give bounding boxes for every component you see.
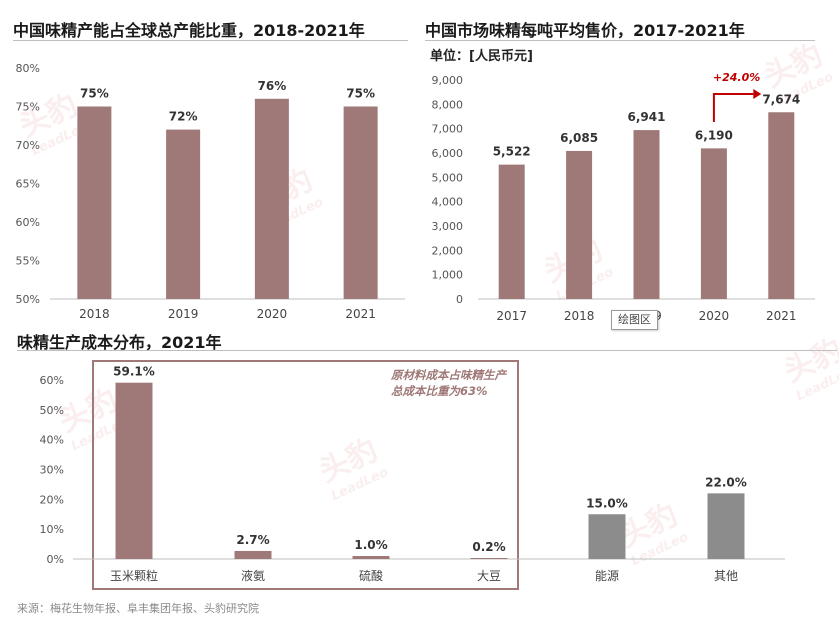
y-tick-label: 60%: [40, 374, 64, 387]
y-tick-label: 1,000: [432, 269, 464, 282]
y-tick-label: 80%: [16, 62, 40, 75]
source-note: 来源：梅花生物年报、阜丰集团年报、头豹研究院: [17, 602, 259, 615]
chart-title-capacity-share: 中国味精产能占全球总产能比重，2018-2021年: [13, 21, 365, 40]
bar: [77, 106, 112, 299]
y-tick-label: 3,000: [432, 220, 464, 233]
title-rule: [13, 40, 408, 41]
bar: [707, 493, 745, 559]
bar: [498, 164, 525, 299]
y-tick-label: 8,000: [432, 98, 464, 111]
y-tick-label: 50%: [40, 404, 64, 417]
data-label: 1.0%: [354, 538, 387, 552]
x-tick-label: 2019: [168, 307, 199, 321]
y-tick-label: 30%: [40, 464, 64, 477]
data-label: 76%: [258, 79, 287, 93]
title-rule: [425, 40, 815, 41]
x-tick-label: 能源: [595, 569, 619, 583]
data-label: 72%: [169, 110, 198, 124]
bar: [166, 129, 201, 299]
growth-annotation: +24.0%: [713, 71, 760, 84]
raw-material-callout: 原材料成本占味精生产总成本比重为63%: [391, 368, 506, 398]
growth-arrow-line: [712, 93, 754, 122]
bar: [588, 514, 626, 559]
x-tick-label: 玉米颗粒: [110, 568, 158, 583]
bar: [566, 150, 593, 299]
data-label: 15.0%: [586, 496, 628, 510]
x-tick-label: 2017: [496, 309, 527, 323]
x-tick-label: 2018: [564, 309, 595, 323]
y-tick-label: 40%: [40, 434, 64, 447]
x-tick-label: 2021: [766, 309, 797, 323]
x-tick-label: 2018: [79, 307, 110, 321]
x-tick-label: 2021: [345, 307, 376, 321]
plot-area-tooltip: 绘图区: [611, 310, 658, 330]
x-tick-label: 2020: [257, 307, 288, 321]
bar: [700, 148, 727, 299]
data-label: 75%: [80, 87, 109, 101]
y-tick-label: 0: [456, 293, 463, 306]
data-label: 75%: [346, 87, 375, 101]
bar: [768, 112, 795, 300]
data-label: 6,085: [560, 131, 598, 145]
x-tick-label: 液氨: [241, 568, 265, 583]
data-label: 22.0%: [705, 475, 747, 489]
data-label: 5,522: [493, 145, 531, 159]
y-tick-label: 7,000: [432, 123, 464, 136]
data-label: 6,190: [695, 128, 733, 142]
price-chart: 0 1,000 2,000 3,000 4,000 5,000 6,000 7,000 8,00…: [432, 74, 815, 323]
x-tick-label: 2020: [699, 309, 730, 323]
data-label: 0.2%: [472, 540, 505, 554]
data-label: 7,674: [762, 92, 800, 106]
price-unit-label: 单位：[人民币元]: [430, 49, 533, 64]
y-tick-label: 50%: [16, 293, 40, 306]
y-tick-label: 10%: [40, 523, 64, 536]
data-label: 59.1%: [113, 365, 155, 379]
bar: [343, 106, 378, 299]
title-rule: [17, 350, 837, 351]
x-tick-label: 其他: [714, 569, 738, 583]
growth-arrow-head: [753, 89, 762, 99]
growth-arrow: +24.0%: [712, 71, 762, 122]
capacity-share-chart: 50% 55% 60% 65% 70% 75% 80% 75% 2018 72% 2019 76% 20…: [16, 62, 405, 321]
y-tick-label: 20%: [40, 493, 64, 506]
y-tick-label: 0%: [47, 553, 64, 566]
x-tick-label: 硫酸: [359, 568, 383, 583]
bar: [470, 558, 508, 559]
x-tick-label: 大豆: [477, 569, 501, 583]
y-tick-label: 70%: [16, 139, 40, 152]
y-tick-label: 9,000: [432, 74, 464, 87]
bar: [254, 98, 289, 299]
y-tick-label: 55%: [16, 255, 40, 268]
chart-title-price: 中国市场味精每吨平均售价，2017-2021年: [425, 21, 745, 40]
bar: [633, 130, 660, 299]
bar: [115, 382, 153, 559]
y-tick-label: 4,000: [432, 196, 464, 209]
raw-material-box: [92, 360, 519, 590]
bar: [234, 550, 272, 559]
y-tick-label: 5,000: [432, 171, 464, 184]
bar: [352, 556, 390, 559]
y-tick-label: 65%: [16, 178, 40, 191]
y-tick-label: 75%: [16, 101, 40, 114]
data-label: 2.7%: [236, 533, 269, 547]
y-tick-label: 6,000: [432, 147, 464, 160]
y-tick-label: 60%: [16, 216, 40, 229]
chart-title-cost: 味精生产成本分布，2021年: [17, 333, 222, 352]
cost-chart: 0% 10% 20% 30% 40% 50% 60% 59.1% 玉米颗粒 2.7% 液氨 1.0% 硫…: [40, 365, 785, 583]
data-label: 6,941: [628, 110, 666, 124]
y-tick-label: 2,000: [432, 244, 464, 257]
